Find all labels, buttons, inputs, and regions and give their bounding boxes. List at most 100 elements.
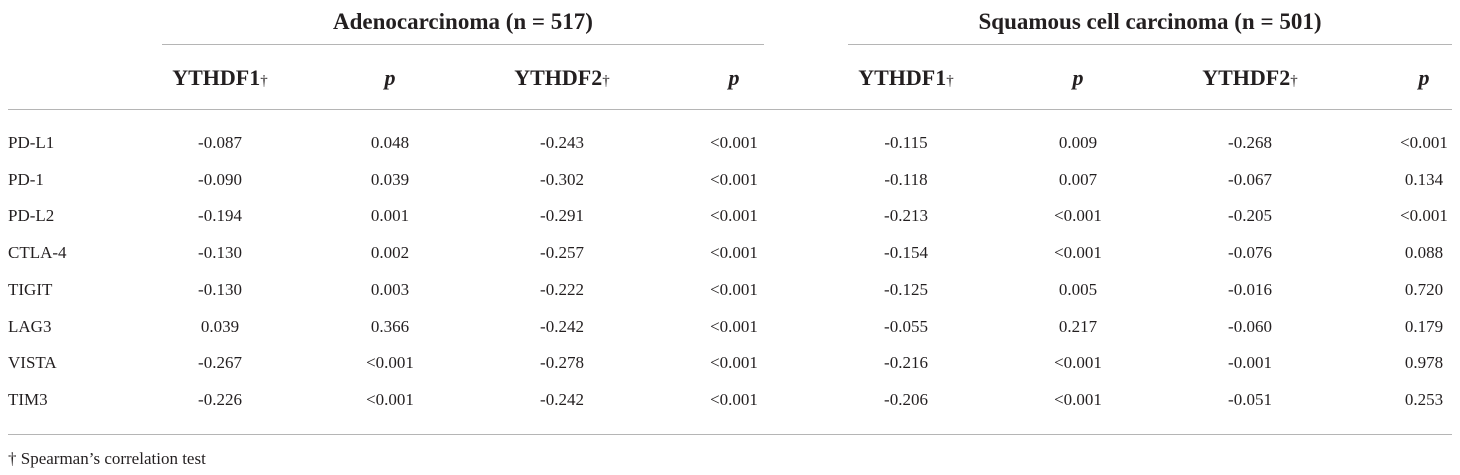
column-header-p-adeno-1: p: [350, 62, 430, 94]
table-cell: -0.154: [884, 243, 928, 263]
table-cell: 0.366: [370, 316, 410, 336]
table-cell: -0.087: [198, 133, 242, 152]
table-cell: -0.205: [1228, 206, 1272, 226]
table-row: PD-L2 -0.194 0.001 -0.291 <0.001 -0.213 <0.001…: [0, 198, 1460, 234]
table-row: PD-L1 -0.087 0.048 -0.243 <0.001 -0.115 0.009 -…: [0, 125, 1460, 161]
table-cell: 0.001: [370, 206, 410, 226]
table-cell: -0.216: [884, 353, 928, 373]
table-cell: -0.302: [540, 169, 584, 189]
table-cell: <0.001: [710, 353, 758, 373]
table-row: TIGIT -0.130 0.003 -0.222 <0.001 -0.125 0.005 -…: [0, 272, 1460, 308]
column-header-label: p: [384, 65, 396, 90]
table-cell: -0.267: [198, 353, 242, 373]
table-cell: -0.060: [1228, 316, 1272, 336]
column-header-label: p: [1418, 65, 1430, 90]
table-cell: -0.001: [1228, 353, 1272, 373]
table-cell: -0.090: [198, 169, 242, 189]
table-row: PD-1 -0.090 0.039 -0.302 <0.001 -0.118 0.007 -0…: [0, 162, 1460, 198]
table-cell: 0.007: [1058, 169, 1098, 189]
table-cell: <0.001: [710, 279, 758, 299]
dagger-mark: †: [260, 73, 268, 89]
row-label: TIGIT: [8, 279, 53, 299]
table-cell: -0.194: [198, 206, 242, 226]
table-cell: -0.278: [540, 353, 584, 373]
column-header-p-squamous-1: p: [1038, 62, 1118, 94]
group-header-adenocarcinoma: Adenocarcinoma (n = 517): [333, 9, 593, 34]
table-cell: <0.001: [1400, 206, 1448, 226]
table-cell: 0.978: [1404, 353, 1444, 373]
table-cell: -0.226: [198, 389, 242, 409]
column-header-label: YTHDF2: [514, 65, 603, 90]
table-cell: 0.217: [1058, 316, 1098, 336]
column-header-p-squamous-2: p: [1384, 62, 1460, 94]
table-cell: <0.001: [710, 169, 758, 189]
table-cell: -0.213: [884, 206, 928, 226]
table-cell: -0.206: [884, 389, 928, 409]
table-cell: <0.001: [366, 389, 414, 409]
table-cell: -0.242: [540, 316, 584, 336]
table-cell: -0.222: [540, 279, 584, 299]
table-cell: <0.001: [1054, 389, 1102, 409]
table-cell: <0.001: [366, 353, 414, 373]
table-row: TIM3 -0.226 <0.001 -0.242 <0.001 -0.206 <0.001…: [0, 382, 1460, 418]
group-header-squamous: Squamous cell carcinoma (n = 501): [978, 9, 1322, 34]
table-row: VISTA -0.267 <0.001 -0.278 <0.001 -0.216 <0.00…: [0, 345, 1460, 381]
dagger-mark: †: [946, 73, 954, 89]
row-label: CTLA-4: [8, 243, 67, 263]
row-label: PD-L1: [8, 133, 55, 152]
table-cell: 0.039: [370, 169, 410, 189]
group-underline-adenocarcinoma: [162, 44, 764, 45]
table-cell: -0.118: [884, 169, 928, 189]
table-cell: 0.039: [200, 316, 240, 336]
table-cell: -0.130: [198, 243, 242, 263]
table-cell: -0.016: [1228, 279, 1272, 299]
table-row: LAG3 0.039 0.366 -0.242 <0.001 -0.055 0.217 -0.…: [0, 309, 1460, 345]
table-cell: 0.253: [1404, 389, 1444, 409]
row-label: VISTA: [8, 353, 57, 373]
row-label: PD-1: [8, 169, 44, 189]
table-cell: <0.001: [1054, 353, 1102, 373]
column-header-p-adeno-2: p: [694, 62, 774, 94]
column-header-ythdf2-adeno: YTHDF2†: [492, 62, 632, 94]
table-cell: <0.001: [710, 206, 758, 226]
table-cell: -0.268: [1228, 133, 1272, 152]
table-cell: <0.001: [710, 133, 758, 152]
table-cell: 0.002: [370, 243, 410, 263]
table-cell: 0.048: [370, 133, 410, 152]
table-cell: -0.243: [540, 133, 584, 152]
table-cell: -0.257: [540, 243, 584, 263]
column-header-ythdf2-squamous: YTHDF2†: [1180, 62, 1320, 94]
row-label: TIM3: [8, 389, 48, 409]
row-label: PD-L2: [8, 206, 55, 226]
table-cell: -0.291: [540, 206, 584, 226]
table-cell: <0.001: [710, 243, 758, 263]
column-header-ythdf1-adeno: YTHDF1†: [150, 62, 290, 94]
table-cell: -0.055: [884, 316, 928, 336]
column-header-label: p: [1072, 65, 1084, 90]
column-header-label: p: [728, 65, 740, 90]
table-cell: <0.001: [1054, 206, 1102, 226]
footnote: † Spearman’s correlation test: [8, 449, 206, 468]
table-cell: <0.001: [710, 316, 758, 336]
group-underline-squamous: [848, 44, 1452, 45]
table-cell: 0.720: [1404, 279, 1444, 299]
table-cell: -0.125: [884, 279, 928, 299]
row-label: LAG3: [8, 316, 52, 336]
column-header-label: YTHDF1: [172, 65, 261, 90]
column-header-label: YTHDF1: [858, 65, 947, 90]
table-cell: <0.001: [710, 389, 758, 409]
header-rule: [8, 109, 1452, 110]
table-cell: <0.001: [1400, 133, 1448, 152]
table-cell: 0.003: [370, 279, 410, 299]
table-cell: 0.009: [1058, 133, 1098, 152]
table-cell: -0.130: [198, 279, 242, 299]
table-cell: -0.067: [1228, 169, 1272, 189]
table-cell: 0.179: [1404, 316, 1444, 336]
table-cell: -0.076: [1228, 243, 1272, 263]
column-header-ythdf1-squamous: YTHDF1†: [836, 62, 976, 94]
table-cell: -0.242: [540, 389, 584, 409]
table-cell: -0.115: [884, 133, 928, 152]
dagger-mark: †: [1290, 73, 1298, 89]
table-cell: <0.001: [1054, 243, 1102, 263]
dagger-mark: †: [602, 73, 610, 89]
